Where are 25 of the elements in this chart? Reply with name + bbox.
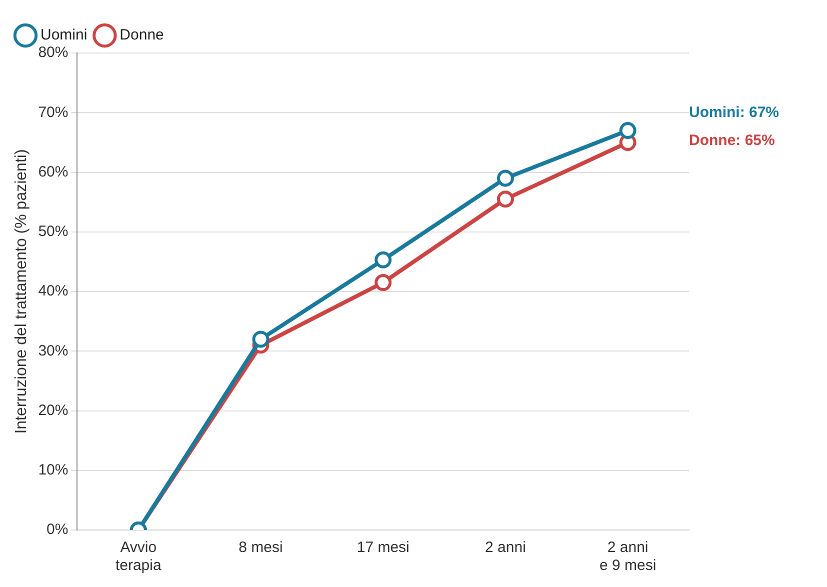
point (374, 251, 392, 268)
x-tick-label: 2 anni e 9 mesi (599, 539, 656, 574)
y-tick-label: 50% (38, 223, 68, 240)
legend-label: Uomini (40, 26, 88, 44)
annotation: Donne: 65% (689, 132, 775, 150)
x-tick-label: 17 mesi (356, 539, 410, 556)
legend-label: Donne (120, 26, 164, 44)
annotation: Uomini: 67% (689, 104, 780, 122)
y-tick-label: 40% (38, 282, 68, 300)
y-tick-label: 60% (38, 163, 68, 180)
x-tick-label: Avvio terapia (115, 539, 162, 574)
point (374, 274, 392, 292)
y-tick-label: 80% (38, 44, 68, 62)
x-tick-label: 2 anni (485, 539, 526, 556)
y-tick-label: 30% (38, 342, 68, 360)
y-tick-label: 0% (46, 521, 68, 538)
y-tick-label: 20% (38, 402, 68, 419)
point (619, 122, 636, 140)
y-axis-title: Interruzione del trattamento (% pazienti) (13, 149, 30, 434)
y-tick-label: 70% (38, 104, 68, 121)
y-tick-label: 10% (38, 462, 68, 479)
x-tick-label: 8 mesi (238, 539, 283, 556)
point (252, 330, 270, 348)
point (496, 170, 514, 187)
point (496, 190, 514, 208)
